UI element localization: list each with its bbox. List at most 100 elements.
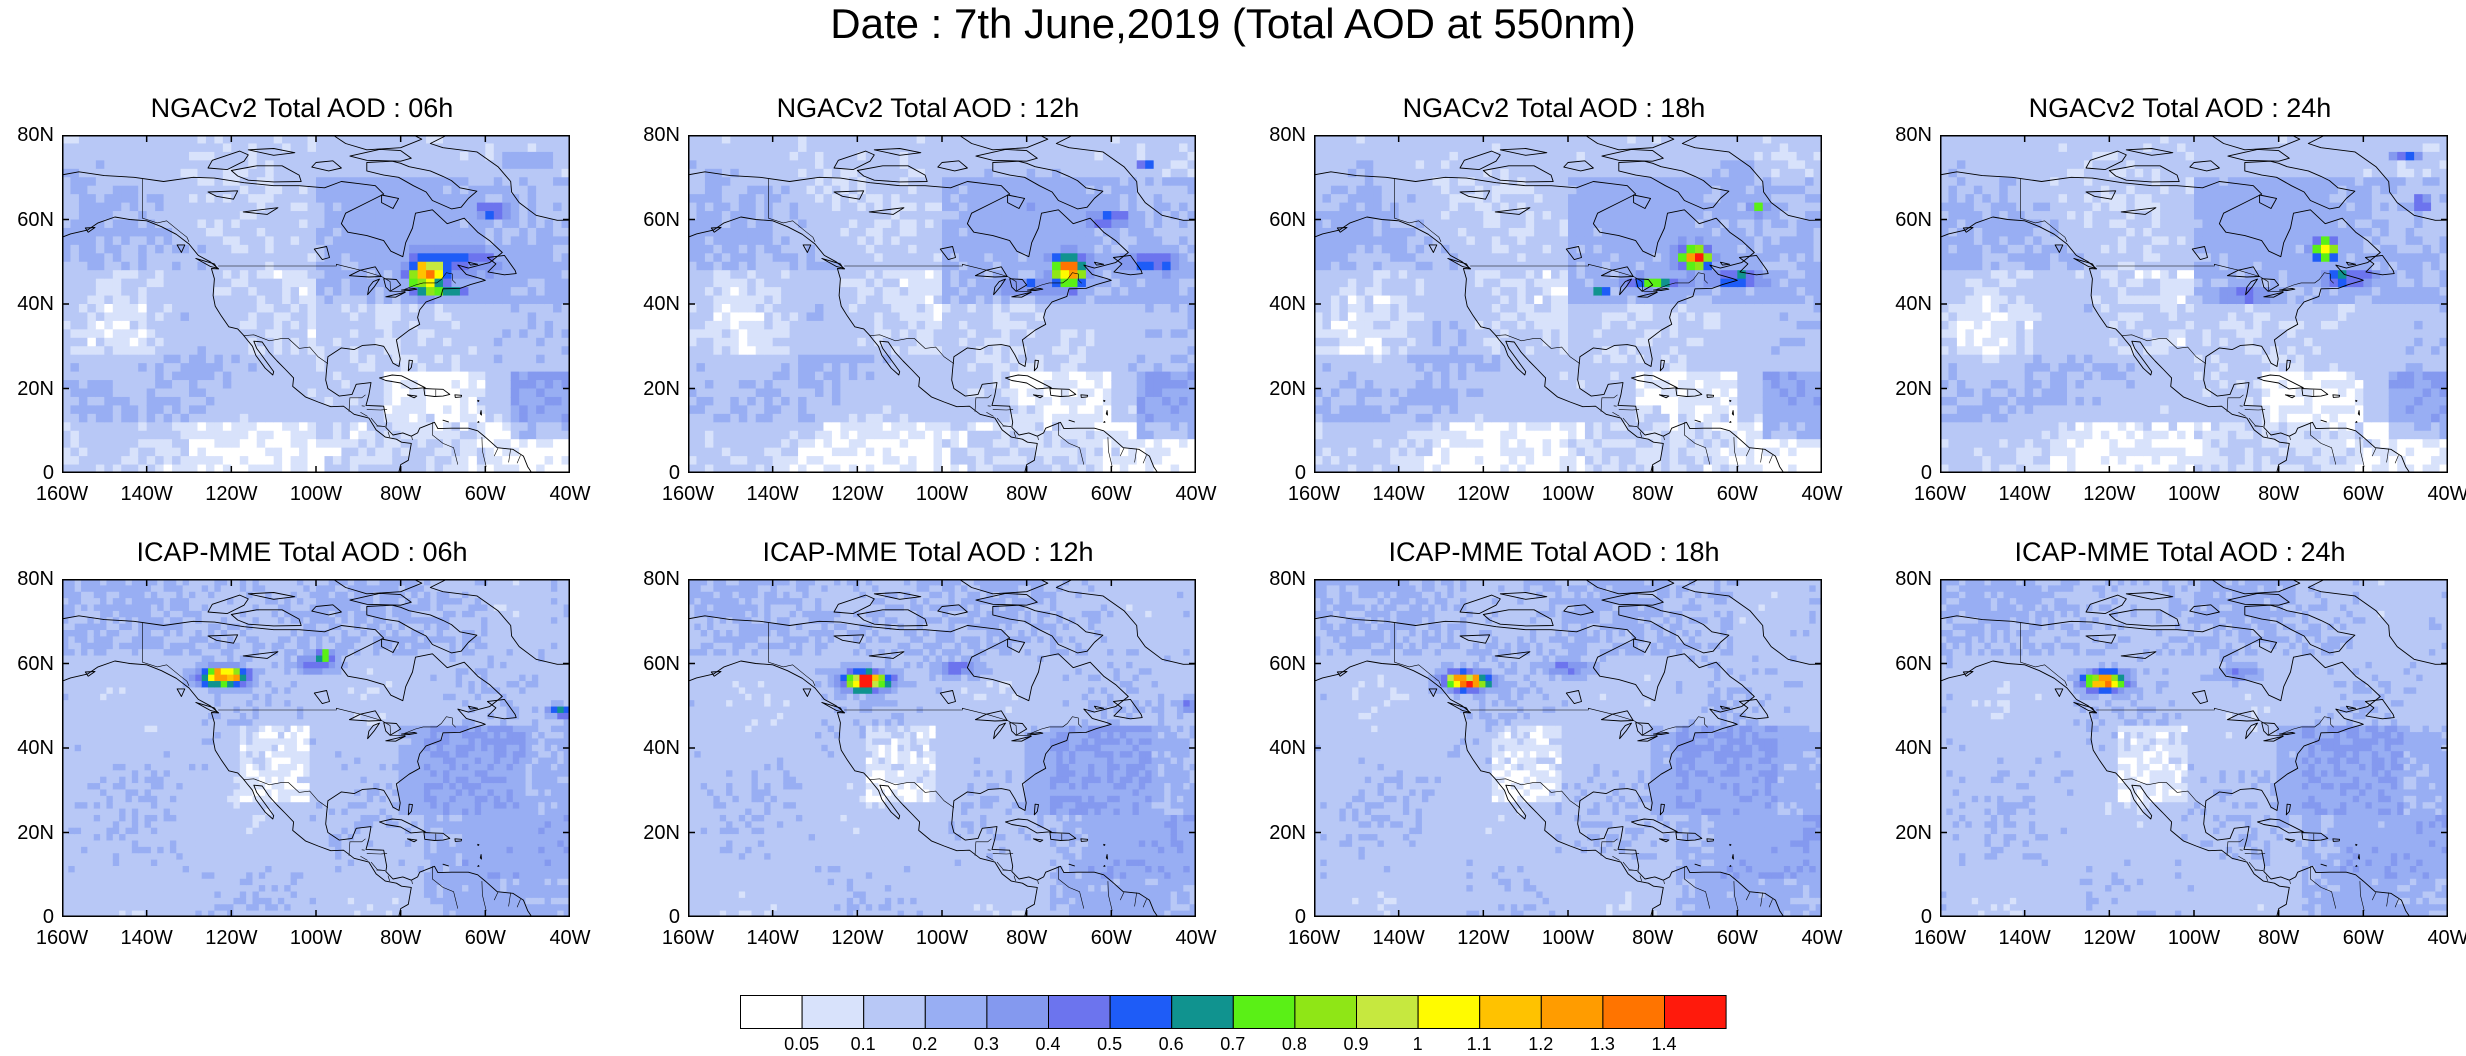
aod-cell <box>138 185 148 195</box>
aod-cell <box>273 329 283 339</box>
aod-cell <box>70 304 80 314</box>
aod-cell <box>349 380 359 390</box>
aod-cell <box>857 312 867 322</box>
aod-cell <box>290 135 300 145</box>
aod-cell <box>553 211 563 221</box>
aod-cell <box>1128 354 1138 364</box>
aod-cell <box>857 337 867 347</box>
aod-cell <box>163 439 173 449</box>
aod-cell <box>392 380 402 390</box>
aod-cell <box>510 270 520 280</box>
aod-cell <box>417 143 427 153</box>
aod-cell <box>857 253 867 263</box>
aod-cell <box>316 168 326 178</box>
aod-cell <box>409 151 419 161</box>
aod-cell <box>831 168 841 178</box>
aod-cell <box>1111 295 1121 305</box>
aod-cell <box>485 253 495 263</box>
aod-cell <box>713 135 723 145</box>
aod-cell <box>1128 337 1138 347</box>
aod-cell <box>772 287 782 297</box>
aod-cell <box>70 320 80 330</box>
aod-cell <box>104 270 114 280</box>
aod-cell <box>451 363 461 373</box>
aod-cell <box>874 253 884 263</box>
aod-cell <box>1153 253 1163 263</box>
aod-cell <box>747 253 757 263</box>
aod-cell <box>180 295 190 305</box>
aod-cell <box>1026 135 1036 145</box>
aod-cell <box>975 177 985 187</box>
aod-cell <box>299 270 309 280</box>
aod-cell <box>366 253 376 263</box>
aod-cell <box>1136 227 1146 237</box>
aod-cell <box>468 287 478 297</box>
aod-cell <box>1314 253 1324 263</box>
aod-cell <box>112 396 122 406</box>
aod-cell <box>1170 439 1180 449</box>
aod-cell <box>815 346 825 356</box>
aod-cell <box>205 278 215 288</box>
aod-cell <box>392 244 402 254</box>
aod-cell <box>197 439 207 449</box>
aod-cell <box>341 304 351 314</box>
aod-cell <box>1009 143 1019 153</box>
aod-cell <box>239 320 249 330</box>
aod-cell <box>231 287 241 297</box>
aod-cell <box>112 278 122 288</box>
aod-cell <box>891 363 901 373</box>
aod-cell <box>840 320 850 330</box>
aod-cell <box>950 151 960 161</box>
aod-cell <box>375 354 385 364</box>
aod-cell <box>62 430 72 440</box>
aod-cell <box>916 160 926 170</box>
aod-cell <box>1145 354 1155 364</box>
aod-cell <box>222 185 232 195</box>
aod-cell <box>231 430 241 440</box>
aod-cell <box>290 464 300 473</box>
aod-cell <box>299 278 309 288</box>
aod-cell <box>299 456 309 466</box>
aod-cell <box>925 236 935 246</box>
aod-cell <box>561 211 570 221</box>
aod-cell <box>933 194 943 204</box>
aod-cell <box>958 227 968 237</box>
aod-cell <box>434 160 444 170</box>
aod-cell <box>426 371 436 381</box>
aod-cell <box>967 295 977 305</box>
aod-cell <box>510 337 520 347</box>
aod-cell <box>840 396 850 406</box>
aod-cell <box>1145 447 1155 457</box>
aod-cell <box>764 261 774 271</box>
aod-cell <box>975 464 985 473</box>
aod-cell <box>163 413 173 423</box>
aod-cell <box>1077 371 1087 381</box>
island-outline <box>937 160 968 172</box>
aod-cell <box>536 447 546 457</box>
aod-cell <box>332 396 342 406</box>
aod-cell <box>1145 194 1155 204</box>
aod-cell <box>138 430 148 440</box>
aod-cell <box>510 312 520 322</box>
aod-cell <box>1094 422 1104 432</box>
aod-cell <box>341 151 351 161</box>
aod-cell <box>798 143 808 153</box>
aod-cell <box>341 261 351 271</box>
aod-cell <box>1102 236 1112 246</box>
aod-cell <box>239 151 249 161</box>
aod-cell <box>730 430 740 440</box>
aod-cell <box>857 413 867 423</box>
aod-cell <box>417 312 427 322</box>
aod-cell <box>172 354 182 364</box>
border-line <box>411 436 413 441</box>
aod-cell <box>256 464 266 473</box>
aod-cell <box>1153 287 1163 297</box>
aod-cell <box>70 464 80 473</box>
aod-cell <box>806 346 816 356</box>
aod-cell <box>1187 346 1196 356</box>
aod-cell <box>307 346 317 356</box>
aod-cell <box>324 447 334 457</box>
aod-cell <box>78 211 88 221</box>
aod-cell <box>815 151 825 161</box>
aod-cell <box>434 363 444 373</box>
